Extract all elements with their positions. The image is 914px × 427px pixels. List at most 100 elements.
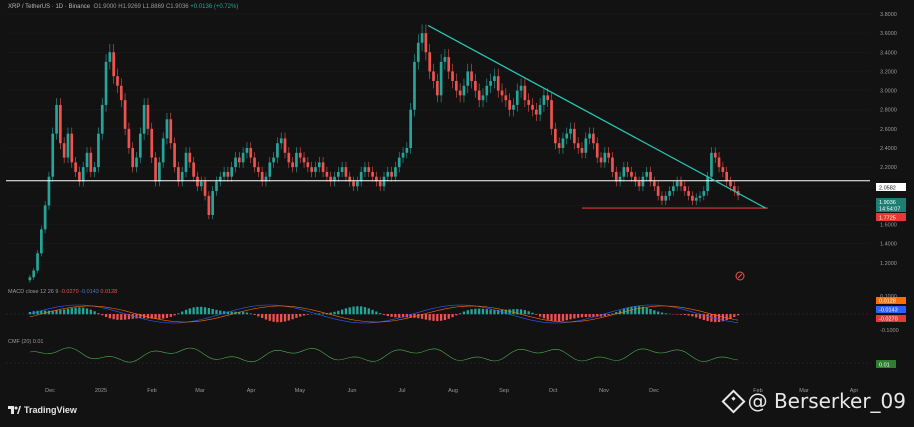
candle-body bbox=[173, 143, 176, 168]
candle-body bbox=[652, 181, 656, 187]
macd-histogram-bar bbox=[150, 314, 153, 319]
price-tick-label: 1.2000 bbox=[880, 261, 897, 267]
macd-histogram-bar bbox=[360, 306, 363, 315]
candle-body bbox=[333, 176, 336, 182]
footer-brand[interactable]: TradingView bbox=[8, 405, 77, 415]
alert-icon[interactable] bbox=[735, 271, 745, 281]
candle-body bbox=[477, 90, 481, 101]
candle-body bbox=[112, 52, 116, 77]
macd-histogram-bar bbox=[447, 314, 450, 319]
candle-body bbox=[618, 176, 622, 182]
candle-body bbox=[458, 90, 462, 96]
macd-histogram-bar bbox=[497, 310, 500, 315]
candle-body bbox=[108, 52, 112, 62]
cmf-legend[interactable]: CMF (20) 0.01 bbox=[8, 339, 43, 345]
macd-histogram-bar bbox=[215, 309, 218, 315]
time-tick-label: Feb bbox=[147, 388, 156, 394]
time-tick-label: Sep bbox=[499, 388, 509, 394]
macd-histogram-bar bbox=[120, 314, 123, 320]
candle-body bbox=[489, 81, 492, 86]
macd-histogram-bar bbox=[474, 308, 477, 315]
macd-histogram-bar bbox=[272, 314, 275, 322]
price-tick-label: 3.6000 bbox=[880, 31, 897, 37]
candle-body bbox=[47, 176, 51, 206]
candle-body bbox=[207, 195, 211, 215]
candle-body bbox=[561, 138, 565, 148]
candle-body bbox=[340, 167, 344, 172]
macd-histogram-bar bbox=[523, 310, 527, 315]
candle-body bbox=[253, 157, 256, 168]
candle-body bbox=[70, 133, 74, 163]
macd-histogram-bar bbox=[59, 310, 62, 315]
macd-histogram-bar bbox=[268, 314, 271, 321]
grid bbox=[6, 13, 870, 264]
candle-body bbox=[161, 138, 165, 163]
candle-body bbox=[584, 138, 588, 153]
macd-histogram-bar bbox=[219, 310, 222, 315]
svg-text:-0.0270: -0.0270 bbox=[879, 317, 898, 323]
macd-histogram-bar bbox=[184, 309, 188, 315]
macd-histogram-bar bbox=[329, 312, 332, 315]
macd-histogram-bar bbox=[398, 314, 401, 318]
candle-body bbox=[656, 186, 660, 196]
macd-histogram-bar bbox=[656, 311, 660, 315]
macd-histogram-bar bbox=[554, 314, 557, 322]
macd-label: MACD close 12 26 9 bbox=[8, 289, 59, 295]
candle-body bbox=[527, 100, 531, 105]
macd-histogram-bar bbox=[683, 314, 686, 315]
candle-body bbox=[348, 176, 352, 182]
macd-histogram-bar bbox=[538, 314, 542, 317]
macd-histogram-bar bbox=[177, 313, 180, 315]
symbol-label[interactable]: XRP / TetherUS · 1D · Binance bbox=[8, 4, 91, 10]
candle-body bbox=[260, 171, 264, 182]
candle-body bbox=[405, 148, 409, 153]
macd-histogram-bar bbox=[714, 314, 717, 323]
candle-body bbox=[310, 167, 313, 172]
candle-body bbox=[184, 152, 188, 172]
time-tick-label: Oct bbox=[549, 388, 558, 394]
macd-badges: 0.0128 -0.0143 -0.0270 bbox=[876, 297, 906, 323]
candle-body bbox=[515, 90, 519, 105]
price-tick-label: 2.6000 bbox=[880, 127, 897, 133]
macd-histogram-bar bbox=[211, 308, 214, 315]
brand-label: TradingView bbox=[24, 405, 77, 415]
macd-histogram-bar bbox=[691, 314, 694, 317]
macd-histogram-bar bbox=[733, 314, 736, 317]
candle-body bbox=[268, 162, 272, 177]
macd-histogram-bar bbox=[516, 309, 519, 315]
macd-histogram-bar bbox=[28, 312, 32, 315]
macd-histogram-bar bbox=[230, 311, 233, 315]
macd-histogram-bar bbox=[104, 314, 108, 317]
price-axis[interactable]: 3.8000 3.6000 3.4000 3.2000 3.0000 2.8000 2.60… bbox=[880, 12, 897, 267]
candle-body bbox=[439, 61, 443, 96]
macd-histogram-bar bbox=[531, 312, 534, 315]
macd-histogram-bar bbox=[321, 313, 325, 315]
macd-histogram-bar bbox=[706, 314, 709, 322]
time-axis[interactable]: Dec 2025 Feb Mar Apr May Jun Jul Aug Sep Oct Nov Dec… bbox=[45, 388, 858, 394]
macd-histogram-bar bbox=[493, 309, 496, 315]
candle-body bbox=[283, 138, 287, 153]
macd-histogram-bar bbox=[135, 314, 138, 319]
macd-histogram-bar bbox=[181, 311, 184, 315]
macd-histogram-bar bbox=[306, 314, 309, 315]
macd-histogram-bar bbox=[112, 314, 115, 320]
candle-body bbox=[276, 143, 279, 158]
candle-body bbox=[420, 33, 424, 43]
candle-body bbox=[249, 148, 253, 158]
candle-body bbox=[314, 167, 317, 172]
open-value: O1.9000 bbox=[93, 4, 117, 10]
time-tick-label: Feb bbox=[753, 388, 762, 394]
high-value: H1.9269 bbox=[118, 4, 141, 10]
macd-histogram-bar bbox=[592, 314, 595, 317]
macd-histogram-bar bbox=[459, 313, 462, 315]
macd-histogram-bar bbox=[702, 314, 705, 320]
macd-histogram-bar bbox=[158, 314, 161, 319]
candle-body bbox=[565, 133, 569, 139]
macd-legend[interactable]: MACD close 12 26 9 -0.0270 -0.0143 0.012… bbox=[8, 289, 117, 295]
macd-histogram-bar bbox=[295, 314, 298, 318]
candle-body bbox=[93, 167, 96, 172]
candle-body bbox=[668, 191, 671, 196]
candle-body bbox=[717, 157, 721, 168]
candle-body bbox=[691, 195, 694, 201]
